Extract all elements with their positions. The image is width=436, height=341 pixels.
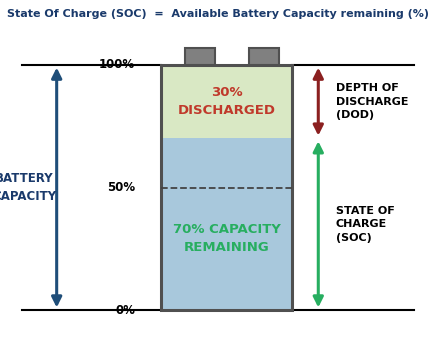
Bar: [161, 65, 292, 138]
Text: BATTERY
CAPACITY: BATTERY CAPACITY: [0, 172, 56, 203]
Text: STATE OF
CHARGE
(SOC): STATE OF CHARGE (SOC): [336, 206, 395, 242]
Text: 0%: 0%: [115, 304, 135, 317]
Text: State Of Charge (SOC)  =  Available Battery Capacity remaining (%): State Of Charge (SOC) = Available Batter…: [7, 9, 429, 18]
Bar: [185, 48, 215, 65]
Bar: [161, 65, 292, 310]
Text: 30%
DISCHARGED: 30% DISCHARGED: [178, 86, 276, 117]
Text: 70% CAPACITY
REMAINING: 70% CAPACITY REMAINING: [173, 223, 281, 254]
Text: 100%: 100%: [99, 58, 135, 71]
Text: DEPTH OF
DISCHARGE
(DOD): DEPTH OF DISCHARGE (DOD): [336, 84, 408, 120]
Text: 50%: 50%: [107, 181, 135, 194]
Bar: [161, 138, 292, 310]
Bar: [249, 48, 279, 65]
